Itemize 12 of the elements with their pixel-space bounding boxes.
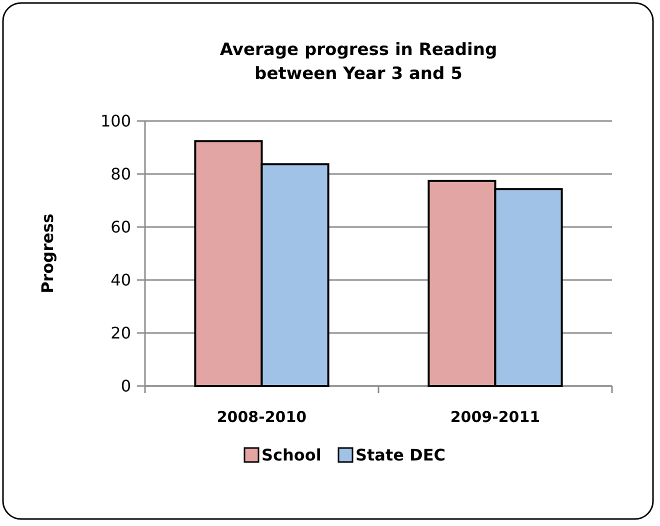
y-tick-label: 0 bbox=[120, 376, 131, 396]
legend-label: School bbox=[262, 446, 322, 465]
y-tick-label: 80 bbox=[110, 164, 131, 184]
y-tick-label: 100 bbox=[100, 112, 131, 131]
y-tick-label: 60 bbox=[110, 218, 131, 237]
x-tick-label: 2008-2010 bbox=[216, 408, 307, 426]
x-tick-label: 2009-2011 bbox=[450, 408, 540, 426]
chart-title: Average progress in Reading between Year 3 and 5 bbox=[220, 40, 498, 84]
y-tick-label: 20 bbox=[110, 324, 131, 343]
legend-label: State DEC bbox=[356, 446, 446, 465]
y-tick-label: 40 bbox=[110, 270, 131, 290]
y-axis-title: Progress bbox=[38, 214, 57, 294]
